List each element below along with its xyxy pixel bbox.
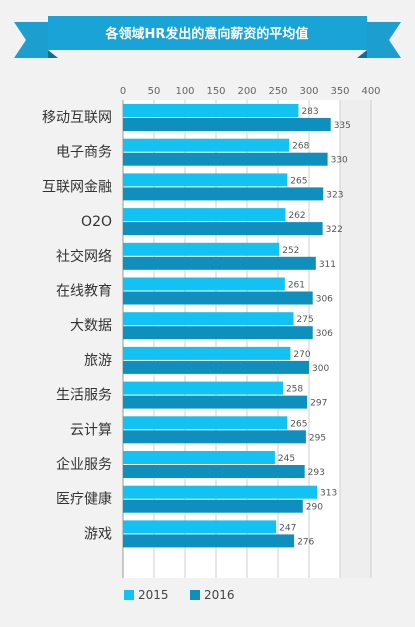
plot-band: [340, 100, 371, 578]
data-label: 247: [279, 523, 296, 533]
data-label: 290: [306, 503, 323, 513]
bar: [123, 326, 313, 340]
data-label: 252: [282, 246, 299, 256]
category-label: 旅游: [84, 353, 112, 369]
bar: [123, 381, 283, 395]
banner-left-tail: [14, 22, 48, 58]
banner-right-fold: [357, 50, 367, 58]
bar: [123, 187, 324, 201]
category-label: 大数据: [70, 318, 112, 334]
bar: [123, 485, 318, 499]
x-tick-label: 250: [268, 86, 287, 97]
category-label: 生活服务: [56, 388, 112, 404]
legend: 2015 2016: [124, 588, 235, 602]
x-tick-label: 100: [175, 86, 194, 97]
legend-swatch-2016: [190, 590, 200, 600]
bar: [123, 173, 288, 187]
data-label: 335: [334, 121, 351, 131]
category-label: 游戏: [84, 526, 112, 542]
data-label: 313: [320, 489, 337, 499]
bar: [123, 312, 294, 326]
x-tick-label: 300: [299, 86, 318, 97]
bar: [123, 395, 308, 409]
legend-label-2016: 2016: [204, 588, 235, 602]
category-label: O2O: [81, 214, 112, 230]
x-tick-label: 200: [237, 86, 256, 97]
data-label: 262: [288, 211, 305, 221]
data-label: 265: [290, 419, 307, 429]
bar: [123, 277, 285, 291]
data-label: 265: [290, 176, 307, 186]
plot-area: 0 50 100 150 200 250 300 350 400 283 335 移动互联网 268 33…: [42, 86, 381, 578]
legend-label-2015: 2015: [138, 588, 169, 602]
data-label: 245: [278, 454, 295, 464]
data-label: 258: [286, 385, 303, 395]
bar: [123, 242, 280, 256]
category-label: 在线教育: [56, 284, 112, 300]
data-label: 306: [316, 295, 333, 305]
data-label: 270: [293, 350, 310, 360]
bar: [123, 256, 316, 270]
x-tick-label: 0: [120, 86, 126, 97]
chart-title: 各领域HR发出的意向薪资的平均值: [105, 26, 309, 42]
bar: [123, 416, 288, 430]
data-label: 306: [316, 329, 333, 339]
banner-left-fold: [48, 50, 58, 58]
bar: [123, 451, 275, 464]
data-label: 293: [308, 468, 325, 478]
title-banner: 各领域HR发出的意向薪资的平均值: [14, 16, 401, 58]
data-label: 295: [309, 433, 326, 443]
bar: [123, 104, 299, 117]
category-label: 电子商务: [56, 145, 112, 161]
bar: [123, 520, 277, 534]
category-label: 云计算: [70, 422, 112, 438]
data-label: 261: [288, 281, 305, 291]
data-label: 275: [297, 315, 314, 325]
category-label: 企业服务: [56, 456, 112, 473]
category-label: 移动互联网: [42, 110, 112, 126]
bar: [123, 534, 295, 548]
data-label: 311: [319, 260, 336, 270]
x-tick-label: 150: [206, 86, 225, 97]
data-label: 323: [326, 190, 343, 200]
x-tick-label: 400: [361, 86, 380, 97]
bar: [123, 465, 305, 478]
bar: [123, 152, 328, 166]
legend-swatch-2015: [124, 590, 134, 600]
bar: [123, 118, 331, 131]
data-label: 322: [326, 225, 343, 235]
bar: [123, 138, 290, 152]
data-label: 300: [312, 364, 329, 374]
data-label: 283: [301, 107, 318, 117]
x-tick-label: 350: [330, 86, 349, 97]
category-label: 互联网金融: [42, 179, 112, 195]
banner-body: [48, 16, 367, 50]
bar: [123, 360, 309, 374]
data-label: 330: [331, 156, 348, 166]
data-label: 268: [292, 142, 309, 152]
banner-right-tail: [367, 22, 401, 58]
bar: [123, 346, 291, 360]
bar: [123, 430, 306, 444]
bar: [123, 222, 323, 236]
bar: [123, 208, 286, 222]
data-label: 276: [297, 537, 314, 547]
category-label: 社交网络: [56, 248, 112, 265]
x-tick-label: 50: [148, 86, 161, 97]
bar: [123, 291, 313, 305]
category-label: 医疗健康: [56, 491, 112, 508]
data-label: 297: [310, 399, 327, 409]
bar: [123, 499, 303, 513]
